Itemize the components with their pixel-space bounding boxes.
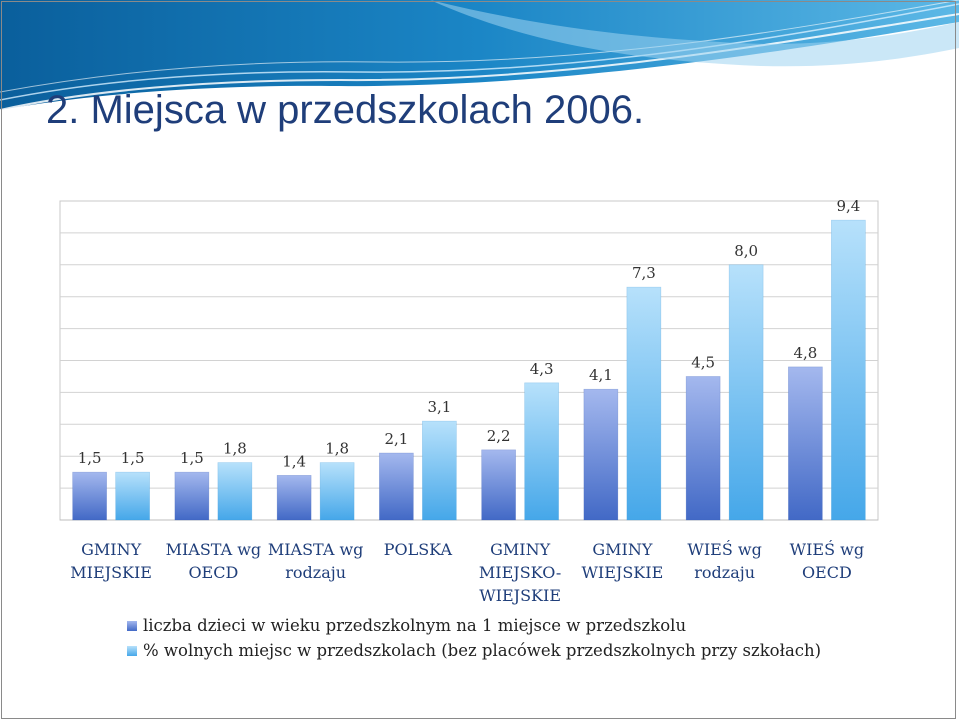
value-label-s2-7: 8,0	[734, 242, 758, 260]
category-label-2-line-1: MIASTA wg	[166, 540, 262, 559]
category-label-8-line-1: WIEŚ wg	[790, 539, 864, 559]
bar-s2-4	[422, 420, 457, 521]
category-label-1-line-1: GMINY	[81, 540, 141, 559]
bar-s1-1	[72, 471, 107, 521]
category-label-3-line-2: rodzaju	[285, 563, 346, 582]
bar-group	[72, 219, 866, 521]
category-label-1-line-2: MIEJSKIE	[70, 563, 152, 582]
category-label-6-line-2: WIEJSKIE	[581, 563, 663, 582]
bar-s2-8	[831, 219, 866, 521]
value-label-s1-2: 1,5	[180, 449, 204, 467]
category-label-3-line-1: MIASTA wg	[268, 540, 364, 559]
bar-s1-6	[583, 388, 619, 521]
category-label-2-line-2: OECD	[188, 563, 238, 582]
value-label-s2-1: 1,5	[121, 449, 145, 467]
header-wave-banner	[0, 0, 959, 111]
value-label-s2-6: 7,3	[632, 264, 656, 282]
value-label-s1-1: 1,5	[78, 449, 102, 467]
bar-s1-5	[481, 449, 516, 521]
bar-s2-1	[115, 471, 150, 521]
legend-swatch-1	[127, 621, 137, 631]
value-label-s2-2: 1,8	[223, 440, 247, 458]
bar-s2-3	[319, 462, 355, 521]
value-label-s1-5: 2,2	[487, 427, 511, 445]
category-label-7-line-2: rodzaju	[694, 563, 755, 582]
value-labels: 1,5 1,5 1,5 1,8 1,4 1,8 2,1 3,1 2,2 4,3 4,1 7,3 4,5 8…	[78, 197, 861, 470]
bar-s2-5	[524, 382, 559, 521]
bar-s1-8	[788, 366, 823, 521]
legend-swatch-2	[127, 646, 137, 656]
category-label-8-line-2: OECD	[802, 563, 852, 582]
value-label-s2-4: 3,1	[427, 398, 451, 416]
value-label-s2-5: 4,3	[530, 360, 554, 378]
category-label-5-line-2: MIEJSKO-	[479, 563, 561, 582]
value-label-s1-3: 1,4	[282, 452, 306, 470]
value-label-s2-8: 9,4	[836, 197, 860, 215]
legend-label-1: liczba dzieci w wieku przedszkolnym na 1…	[143, 616, 686, 635]
bar-s2-7	[728, 264, 764, 521]
slide-title: 2. Miejsca w przedszkolach 2006.	[46, 88, 645, 132]
bar-s1-7	[685, 376, 721, 521]
category-labels: GMINY MIEJSKIE MIASTA wg OECD MIASTA wg rodza…	[70, 539, 864, 605]
value-label-s1-4: 2,1	[384, 430, 408, 448]
bar-s1-3	[276, 475, 312, 521]
legend-label-2: % wolnych miejsc w przedszkolach (bez pl…	[143, 641, 821, 660]
bar-s2-6	[626, 286, 662, 521]
category-label-5-line-1: GMINY	[490, 540, 550, 559]
value-label-s1-7: 4,5	[691, 353, 715, 371]
value-label-s1-8: 4,8	[793, 344, 817, 362]
legend: liczba dzieci w wieku przedszkolnym na 1…	[127, 616, 821, 660]
bar-s1-4	[379, 452, 414, 521]
category-label-7-line-1: WIEŚ wg	[687, 539, 761, 559]
value-label-s1-6: 4,1	[589, 366, 613, 384]
category-label-6-line-1: GMINY	[592, 540, 652, 559]
bar-s1-2	[174, 471, 210, 521]
category-label-5-line-3: WIEJSKIE	[479, 586, 561, 605]
category-label-4-line-1: POLSKA	[384, 540, 453, 559]
value-label-s2-3: 1,8	[325, 440, 349, 458]
bar-s2-2	[217, 462, 253, 521]
